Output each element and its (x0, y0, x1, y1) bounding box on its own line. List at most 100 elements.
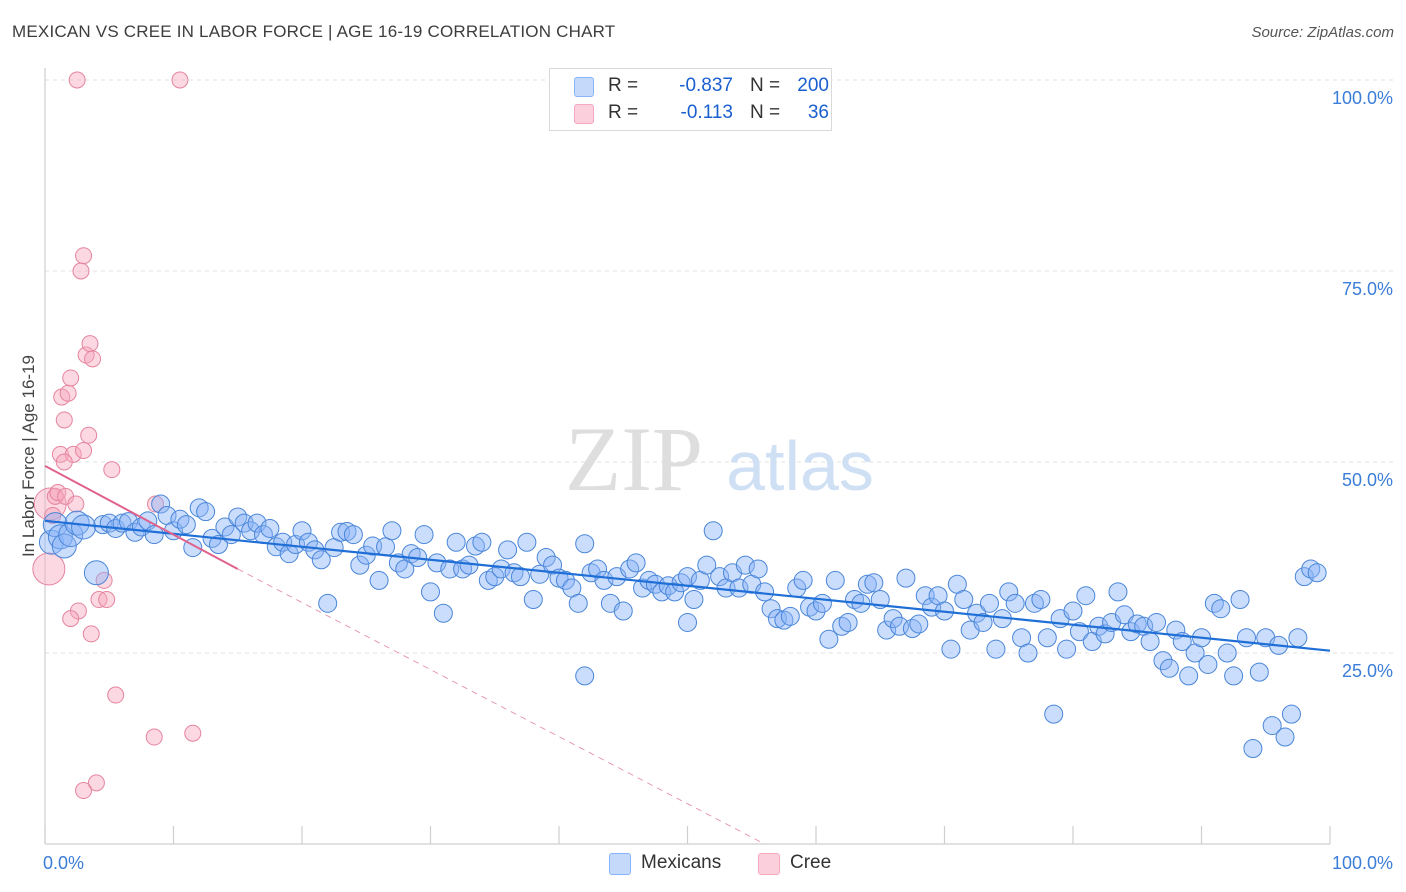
mexicans-point (517, 532, 537, 552)
cree-point (44, 506, 62, 524)
mexicans-point (1069, 622, 1089, 642)
watermark: ZIP atlas (565, 408, 874, 510)
mexicans-point (729, 578, 749, 598)
legend-r-label: R = (608, 102, 639, 123)
bottom-legend-swatch-cree (758, 853, 780, 875)
mexicans-point (1211, 599, 1231, 619)
mexicans-point (83, 560, 109, 586)
mexicans-point (555, 570, 575, 590)
mexicans-point (909, 614, 929, 634)
cree-point (103, 461, 121, 479)
mexicans-point (896, 568, 916, 588)
cree-point (62, 369, 80, 387)
mexicans-point (665, 582, 685, 602)
cree-point (75, 442, 93, 460)
cree-point (68, 71, 86, 89)
mexicans-point (343, 525, 363, 545)
cree-trend-line (44, 464, 239, 570)
mexicans-point (748, 559, 768, 579)
mexicans-point (1147, 612, 1167, 632)
mexicans-point (1275, 727, 1295, 747)
y-tick-label: 50.0% (1342, 470, 1393, 490)
mexicans-point (1281, 704, 1301, 724)
y-tick-labels: 100.0% 75.0% 50.0% 25.0% (1332, 88, 1393, 681)
mexicans-point (575, 534, 595, 554)
legend-swatch-mexicans (574, 77, 594, 97)
legend-n-label: N = (750, 75, 781, 96)
mexicans-point (498, 540, 518, 560)
mexicans-point (1037, 628, 1057, 648)
legend-n-value: 36 (807, 102, 829, 123)
cree-point (81, 335, 99, 353)
mexicans-point (1108, 582, 1128, 602)
cree-point (145, 728, 163, 746)
mexicans-point (883, 609, 903, 629)
cree-point (55, 411, 73, 429)
mexicans-point (247, 513, 267, 533)
mexicans-point (626, 553, 646, 573)
cree-point (80, 426, 98, 444)
mexicans-trend-line (44, 519, 1331, 652)
y-tick-label: 25.0% (1342, 661, 1393, 681)
mexicans-point (761, 599, 781, 619)
mexicans-point (864, 573, 884, 593)
mexicans-point (780, 606, 800, 626)
mexicans-point (446, 532, 466, 552)
mexicans-point (678, 612, 697, 632)
mexicans-point (472, 532, 492, 552)
mexicans-point (999, 582, 1019, 602)
mexicans-point (986, 639, 1006, 659)
mexicans-point (170, 509, 190, 529)
mexicans-point (51, 533, 77, 559)
mexicans-point (633, 578, 653, 598)
legend-n-value: 200 (797, 75, 829, 96)
mexicans-point (196, 502, 216, 522)
bottom-legend-label-cree: Cree (790, 852, 832, 873)
cree-point (72, 262, 90, 280)
mexicans-point (1179, 666, 1199, 686)
mexicans-point (973, 612, 993, 632)
mexicans-point (536, 548, 556, 567)
mexicans-point (369, 570, 389, 590)
mexicans-point (93, 515, 113, 535)
mexicans-point (979, 593, 999, 613)
chart-title: MEXICAN VS CREE IN LABOR FORCE | AGE 16-… (12, 22, 616, 41)
mexicans-point (176, 515, 196, 535)
mexicans-point (1262, 716, 1282, 736)
mexicans-point (575, 666, 595, 686)
cree-point (82, 625, 100, 643)
mexicans-point (1044, 704, 1064, 724)
cree-point (55, 453, 73, 471)
mexicans-point (1076, 586, 1096, 606)
mexicans-point (421, 582, 440, 602)
mexicans-point (613, 601, 633, 621)
mexicans-point (1288, 628, 1308, 648)
legend-swatch-cree (574, 104, 594, 124)
mexicans-point (1294, 567, 1314, 587)
mexicans-point (697, 555, 717, 575)
x-tick-label-max: 100.0% (1332, 853, 1393, 873)
legend-r-value: -0.837 (679, 75, 733, 96)
cree-point (147, 495, 165, 513)
mexicans-point (857, 574, 877, 594)
mexicans-point (819, 629, 839, 649)
cree-point (98, 591, 116, 609)
mexicans-point (941, 639, 961, 659)
mexicans-point (376, 537, 396, 557)
mexicans-point (311, 550, 331, 570)
axes (44, 68, 1331, 845)
legend-n-label: N = (750, 102, 781, 123)
cree-point (59, 384, 77, 402)
legend-r-value: -0.113 (680, 102, 733, 123)
mexicans-point (1230, 590, 1250, 610)
legend-r-label: R = (608, 75, 639, 96)
cree-trend-extension (237, 568, 765, 845)
mexicans-point (1063, 601, 1083, 621)
mexicans-point (125, 522, 145, 542)
mexicans-point (793, 570, 813, 590)
mexicans-point (414, 525, 434, 545)
mexicans-point (954, 590, 974, 610)
mexicans-point (1204, 593, 1224, 613)
cree-point (51, 445, 69, 463)
cree-point (62, 610, 80, 628)
